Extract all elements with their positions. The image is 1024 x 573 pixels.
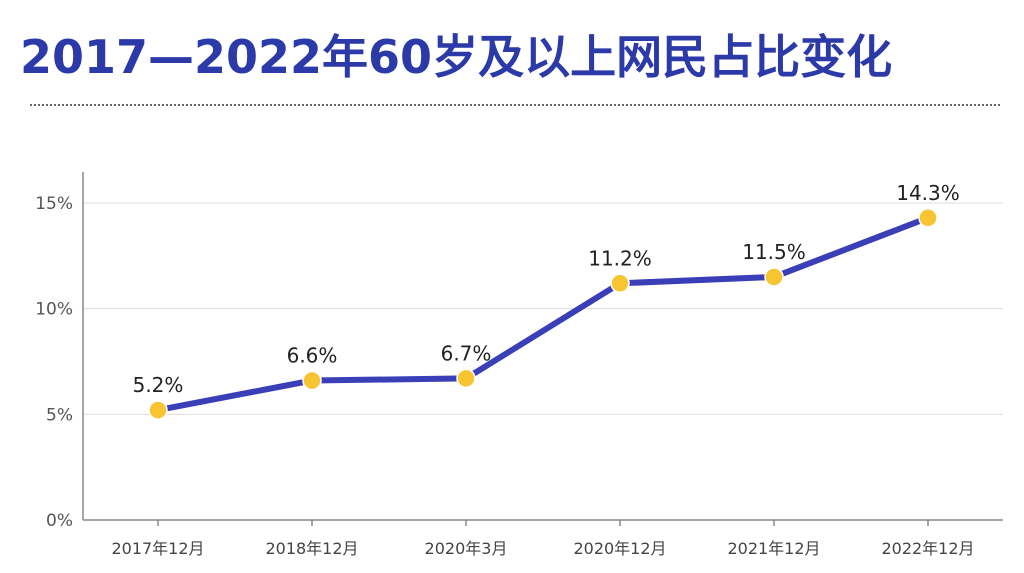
data-label: 5.2% [133, 373, 184, 397]
label-layer: 5.2% 6.6% 6.7% 11.2% 11.5% 14.3% [133, 181, 960, 397]
data-point [918, 208, 938, 228]
y-tick-label: 0% [46, 511, 73, 531]
series-line [155, 214, 931, 414]
x-tick-label: 2020年12月 [573, 539, 666, 558]
title-divider [30, 104, 1000, 106]
y-tick-label: 5% [46, 405, 73, 425]
x-tick-label: 2022年12月 [881, 539, 974, 558]
data-point [302, 370, 322, 391]
chart-title: 2017—2022年60岁及以上网民占比变化 [20, 30, 893, 84]
grid-layer [83, 202, 1003, 415]
x-tick-label: 2021年12月 [727, 539, 820, 558]
series-layer [148, 208, 938, 420]
data-point [148, 400, 168, 420]
data-label: 6.7% [441, 341, 492, 365]
x-tick-label: 2020年3月 [425, 539, 508, 558]
x-tick-label: 2017年12月 [111, 539, 204, 558]
y-tick-label: 10% [35, 300, 73, 320]
x-tick-label: 2018年12月 [265, 539, 358, 558]
data-label: 14.3% [896, 181, 960, 205]
data-label: 6.6% [287, 344, 338, 368]
data-point [764, 267, 784, 287]
data-point [610, 273, 630, 294]
data-point [456, 368, 476, 389]
y-tick-label: 15% [35, 194, 73, 214]
data-label: 11.2% [588, 246, 652, 270]
axis-layer: 0% 5% 10% 15% 2017年12月 2018年12月 2020年3月 2020年12… [35, 172, 1003, 558]
data-label: 11.5% [742, 240, 806, 264]
